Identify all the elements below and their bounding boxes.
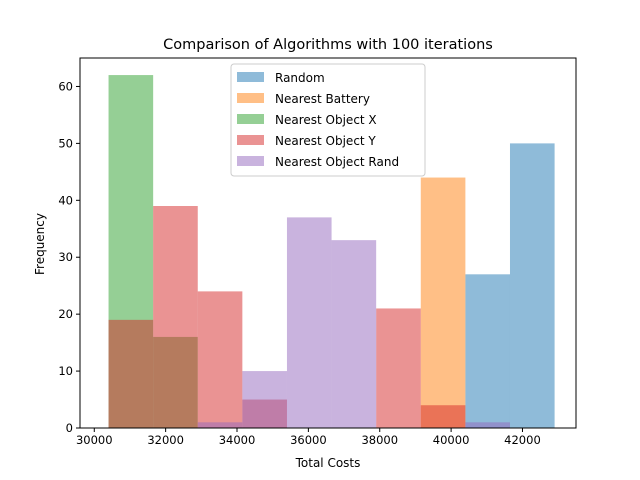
x-tick-label: 40000 xyxy=(433,433,470,447)
legend-label: Nearest Object Rand xyxy=(275,155,399,169)
bar-series-4-bin-4 xyxy=(286,217,332,428)
legend-swatch xyxy=(237,156,264,166)
x-tick-label: 34000 xyxy=(219,433,256,447)
legend-label: Nearest Object X xyxy=(275,113,377,127)
legend-label: Nearest Object Y xyxy=(275,134,376,148)
bar-series-3-bin-7 xyxy=(420,405,466,428)
legend-label: Nearest Battery xyxy=(275,92,370,106)
y-tick-label: 0 xyxy=(66,421,73,435)
y-tick-label: 40 xyxy=(58,193,73,207)
legend-box xyxy=(230,63,426,177)
bar-series-0-bin-8 xyxy=(465,274,510,428)
bar-series-0-bin-9 xyxy=(509,143,555,428)
y-axis-ticks: 0 10 20 30 40 50 60 xyxy=(58,79,80,435)
x-axis-label: Total Costs xyxy=(295,456,361,470)
legend-swatch xyxy=(237,114,264,124)
bar-series-3-bin-6 xyxy=(376,308,421,428)
y-tick-label: 60 xyxy=(58,79,73,93)
y-tick-label: 50 xyxy=(58,136,73,150)
bar-series-4-bin-8 xyxy=(465,422,510,428)
y-axis-label: Frequency xyxy=(33,213,47,275)
x-tick-label: 32000 xyxy=(147,433,184,447)
x-axis-ticks: 30000 32000 34000 36000 38000 40000 42000 xyxy=(76,428,541,447)
plot-frame xyxy=(79,57,577,429)
x-tick-label: 38000 xyxy=(361,433,398,447)
bar-series-1-bin-7 xyxy=(420,177,466,428)
x-tick-label: 42000 xyxy=(504,433,541,447)
bar-series-3-bin-2 xyxy=(197,291,243,428)
y-tick-label: 20 xyxy=(58,307,73,321)
x-tick-label: 30000 xyxy=(76,433,113,447)
bar-series-4-bin-2 xyxy=(197,422,243,428)
bar-series-3-bin-1 xyxy=(153,206,198,428)
legend-swatch xyxy=(237,93,264,103)
legend-swatch xyxy=(237,135,264,145)
bar-series-4-bin-3 xyxy=(242,371,287,428)
y-tick-label: 10 xyxy=(58,364,73,378)
bar-series-3-bin-0 xyxy=(108,319,154,428)
x-tick-label: 36000 xyxy=(290,433,327,447)
chart-title: Comparison of Algorithms with 100 iterat… xyxy=(163,37,493,53)
legend-swatch xyxy=(237,72,264,82)
legend: Random Nearest Battery Nearest Object X Nea… xyxy=(230,63,426,177)
bar-series-4-bin-5 xyxy=(331,240,377,428)
y-tick-label: 30 xyxy=(58,250,73,264)
bars-layer xyxy=(108,75,555,429)
legend-label: Random xyxy=(275,71,325,85)
